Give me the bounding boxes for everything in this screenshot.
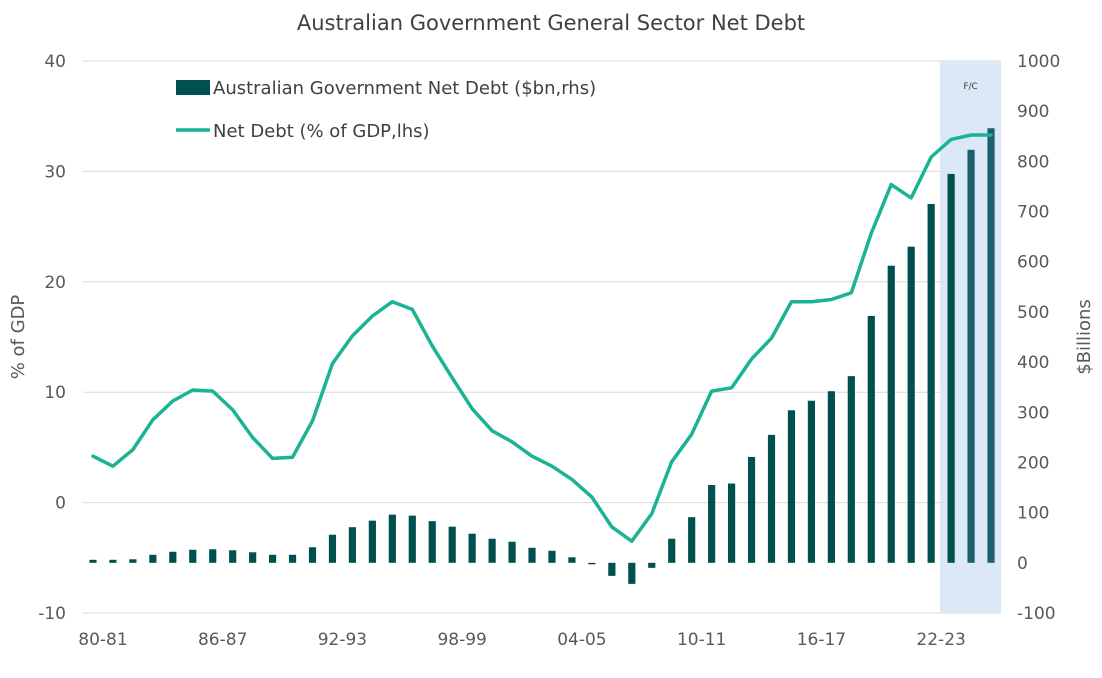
x-tick-label: 22-23	[916, 630, 965, 650]
right-tick-label: 0	[1017, 554, 1028, 574]
bar	[727, 483, 736, 563]
x-tick-label: 10-11	[677, 630, 726, 650]
bar	[887, 265, 895, 563]
left-tick-label: 0	[55, 494, 66, 514]
bar	[827, 391, 835, 563]
bar	[568, 557, 576, 563]
right-tick-label: 200	[1017, 453, 1049, 473]
bar	[767, 434, 776, 563]
legend-label-line: Net Debt (% of GDP,lhs)	[213, 121, 430, 142]
x-tick-label: 98-99	[437, 630, 486, 650]
bar	[308, 547, 317, 563]
right-tick-label: 400	[1017, 353, 1049, 373]
gridlines	[83, 60, 1001, 614]
bar	[847, 376, 855, 563]
bar	[149, 554, 157, 563]
left-axis-title: % of GDP	[8, 295, 29, 380]
bar-series	[89, 128, 995, 584]
bar	[528, 547, 536, 563]
left-tick-label: -10	[38, 604, 66, 624]
bar	[328, 534, 337, 563]
right-tick-label: 600	[1017, 253, 1049, 273]
x-tick-label: 80-81	[78, 630, 127, 650]
right-tick-label: 500	[1017, 303, 1049, 323]
bar	[109, 559, 117, 563]
right-axis-title: $Billions	[1074, 299, 1095, 375]
bar	[508, 541, 516, 563]
bar	[548, 550, 556, 563]
right-tick-label: 800	[1017, 152, 1049, 172]
right-tick-label: 700	[1017, 203, 1049, 223]
bar	[268, 554, 277, 563]
x-tick-label: 04-05	[557, 630, 606, 650]
bar	[229, 550, 237, 563]
bar	[907, 246, 915, 563]
bar	[747, 456, 756, 563]
bar	[348, 527, 357, 563]
bar	[927, 204, 935, 563]
bar	[708, 485, 716, 563]
bar	[787, 410, 796, 563]
bar	[249, 552, 257, 563]
bar	[588, 562, 596, 565]
right-tick-label: 100	[1017, 504, 1049, 524]
bar	[967, 149, 975, 563]
bar	[448, 526, 456, 563]
bar	[189, 549, 197, 563]
bar	[368, 520, 376, 563]
bar	[688, 517, 696, 563]
bar	[288, 554, 297, 563]
bar	[169, 551, 177, 563]
bar	[428, 521, 436, 563]
left-tick-label: 10	[44, 383, 66, 403]
forecast-label: F/C	[963, 82, 978, 92]
bar	[468, 533, 476, 563]
x-tick-label: 86-87	[198, 630, 247, 650]
right-tick-label: 900	[1017, 102, 1049, 122]
legend: Australian Government Net Debt ($bn,rhs)…	[176, 78, 596, 142]
x-axis-ticks: 80-81 86-87 92-93 98-99 04-05 10-11 16-17 22-23	[78, 630, 966, 650]
bar	[388, 514, 396, 563]
bar	[209, 549, 217, 563]
bar	[488, 538, 496, 563]
bar	[668, 538, 676, 563]
right-tick-label: 1000	[1017, 52, 1060, 72]
bar	[89, 559, 97, 563]
left-axis-ticks: 40 30 20 10 0 -10	[38, 52, 66, 624]
legend-swatch-bar	[176, 80, 210, 95]
bar	[947, 173, 955, 563]
legend-label-bar: Australian Government Net Debt ($bn,rhs)	[213, 78, 596, 99]
x-tick-label: 92-93	[318, 630, 367, 650]
bar	[807, 400, 816, 563]
left-tick-label: 30	[44, 162, 66, 182]
bar	[648, 562, 656, 568]
bar	[129, 559, 137, 563]
left-tick-label: 40	[44, 52, 66, 72]
bar	[408, 515, 416, 563]
left-tick-label: 20	[44, 273, 66, 293]
right-tick-label: 300	[1017, 403, 1049, 423]
bar	[987, 128, 995, 563]
right-tick-label: -100	[1017, 604, 1056, 624]
bar	[608, 562, 616, 576]
chart-title: Australian Government General Sector Net…	[297, 11, 805, 35]
bar	[867, 315, 875, 563]
x-tick-label: 16-17	[797, 630, 846, 650]
bar	[628, 562, 636, 584]
line-series-net-debt-pct-gdp	[91, 133, 993, 543]
